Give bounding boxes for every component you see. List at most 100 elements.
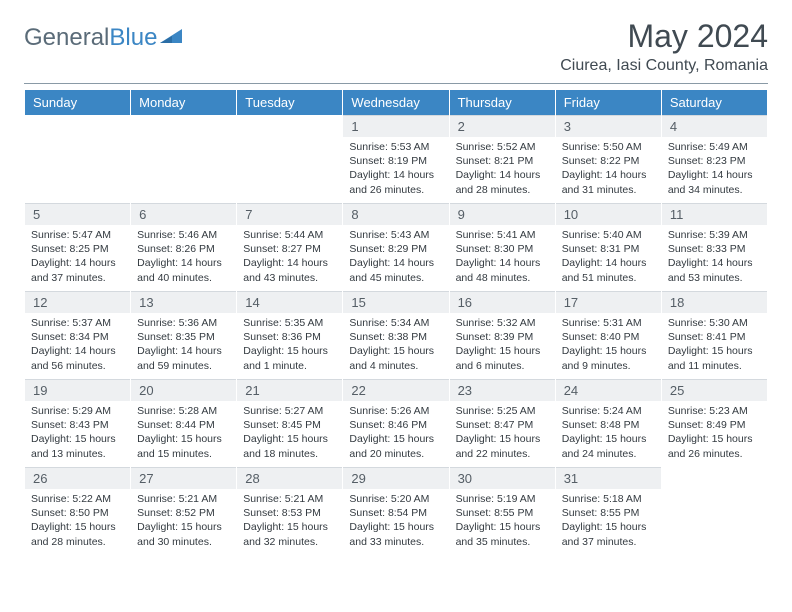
day-details: Sunrise: 5:44 AMSunset: 8:27 PMDaylight:… [237,225,342,285]
day-details: Sunrise: 5:49 AMSunset: 8:23 PMDaylight:… [662,137,767,197]
day-number: 7 [237,203,342,225]
empty-cell [25,115,130,203]
logo-triangle-icon [160,24,182,52]
day-number: 22 [343,379,448,401]
brand-blue-text: Blue [109,24,157,52]
day-cell: 22Sunrise: 5:26 AMSunset: 8:46 PMDayligh… [343,379,448,467]
day-number: 3 [556,115,661,137]
brand-logo: GeneralBlue [24,24,182,52]
day-cell: 24Sunrise: 5:24 AMSunset: 8:48 PMDayligh… [556,379,661,467]
day-number: 26 [25,467,130,489]
day-details: Sunrise: 5:28 AMSunset: 8:44 PMDaylight:… [131,401,236,461]
day-cell: 9Sunrise: 5:41 AMSunset: 8:30 PMDaylight… [450,203,555,291]
day-cell: 7Sunrise: 5:44 AMSunset: 8:27 PMDaylight… [237,203,342,291]
empty-cell [237,115,342,203]
day-details: Sunrise: 5:36 AMSunset: 8:35 PMDaylight:… [131,313,236,373]
day-header: Friday [556,90,661,115]
day-details: Sunrise: 5:37 AMSunset: 8:34 PMDaylight:… [25,313,130,373]
day-cell: 19Sunrise: 5:29 AMSunset: 8:43 PMDayligh… [25,379,130,467]
day-cell: 6Sunrise: 5:46 AMSunset: 8:26 PMDaylight… [131,203,236,291]
brand-gray-text: General [24,24,109,52]
day-details: Sunrise: 5:22 AMSunset: 8:50 PMDaylight:… [25,489,130,549]
day-number: 17 [556,291,661,313]
day-cell: 29Sunrise: 5:20 AMSunset: 8:54 PMDayligh… [343,467,448,555]
header: GeneralBlue May 2024 Ciurea, Iasi County… [24,18,768,75]
day-cell: 30Sunrise: 5:19 AMSunset: 8:55 PMDayligh… [450,467,555,555]
day-number: 5 [25,203,130,225]
day-header: Thursday [450,90,555,115]
day-details: Sunrise: 5:50 AMSunset: 8:22 PMDaylight:… [556,137,661,197]
day-details: Sunrise: 5:24 AMSunset: 8:48 PMDaylight:… [556,401,661,461]
day-cell: 28Sunrise: 5:21 AMSunset: 8:53 PMDayligh… [237,467,342,555]
day-number: 27 [131,467,236,489]
day-number: 23 [450,379,555,401]
day-header: Wednesday [343,90,448,115]
day-cell: 25Sunrise: 5:23 AMSunset: 8:49 PMDayligh… [662,379,767,467]
day-number: 24 [556,379,661,401]
empty-cell [131,115,236,203]
day-details: Sunrise: 5:26 AMSunset: 8:46 PMDaylight:… [343,401,448,461]
day-details: Sunrise: 5:30 AMSunset: 8:41 PMDaylight:… [662,313,767,373]
day-number: 13 [131,291,236,313]
day-number: 14 [237,291,342,313]
day-number: 16 [450,291,555,313]
day-details: Sunrise: 5:47 AMSunset: 8:25 PMDaylight:… [25,225,130,285]
divider [24,83,768,84]
day-cell: 14Sunrise: 5:35 AMSunset: 8:36 PMDayligh… [237,291,342,379]
day-number: 9 [450,203,555,225]
day-number: 21 [237,379,342,401]
day-details: Sunrise: 5:52 AMSunset: 8:21 PMDaylight:… [450,137,555,197]
day-number: 30 [450,467,555,489]
day-details: Sunrise: 5:18 AMSunset: 8:55 PMDaylight:… [556,489,661,549]
day-number: 28 [237,467,342,489]
day-details: Sunrise: 5:31 AMSunset: 8:40 PMDaylight:… [556,313,661,373]
day-number: 2 [450,115,555,137]
day-header: Saturday [662,90,767,115]
day-cell: 21Sunrise: 5:27 AMSunset: 8:45 PMDayligh… [237,379,342,467]
day-details: Sunrise: 5:23 AMSunset: 8:49 PMDaylight:… [662,401,767,461]
day-details: Sunrise: 5:32 AMSunset: 8:39 PMDaylight:… [450,313,555,373]
day-cell: 4Sunrise: 5:49 AMSunset: 8:23 PMDaylight… [662,115,767,203]
day-number: 1 [343,115,448,137]
day-number: 20 [131,379,236,401]
day-cell: 18Sunrise: 5:30 AMSunset: 8:41 PMDayligh… [662,291,767,379]
title-block: May 2024 Ciurea, Iasi County, Romania [560,18,768,75]
day-details: Sunrise: 5:46 AMSunset: 8:26 PMDaylight:… [131,225,236,285]
day-details: Sunrise: 5:21 AMSunset: 8:52 PMDaylight:… [131,489,236,549]
day-cell: 20Sunrise: 5:28 AMSunset: 8:44 PMDayligh… [131,379,236,467]
day-details: Sunrise: 5:19 AMSunset: 8:55 PMDaylight:… [450,489,555,549]
day-cell: 1Sunrise: 5:53 AMSunset: 8:19 PMDaylight… [343,115,448,203]
day-cell: 17Sunrise: 5:31 AMSunset: 8:40 PMDayligh… [556,291,661,379]
day-number: 29 [343,467,448,489]
day-details: Sunrise: 5:43 AMSunset: 8:29 PMDaylight:… [343,225,448,285]
day-cell: 8Sunrise: 5:43 AMSunset: 8:29 PMDaylight… [343,203,448,291]
day-number: 10 [556,203,661,225]
location-text: Ciurea, Iasi County, Romania [560,57,768,75]
day-details: Sunrise: 5:25 AMSunset: 8:47 PMDaylight:… [450,401,555,461]
day-details: Sunrise: 5:34 AMSunset: 8:38 PMDaylight:… [343,313,448,373]
day-number: 19 [25,379,130,401]
day-cell: 16Sunrise: 5:32 AMSunset: 8:39 PMDayligh… [450,291,555,379]
calendar-page: GeneralBlue May 2024 Ciurea, Iasi County… [0,0,792,565]
day-cell: 27Sunrise: 5:21 AMSunset: 8:52 PMDayligh… [131,467,236,555]
day-number: 8 [343,203,448,225]
day-cell: 13Sunrise: 5:36 AMSunset: 8:35 PMDayligh… [131,291,236,379]
day-details: Sunrise: 5:29 AMSunset: 8:43 PMDaylight:… [25,401,130,461]
day-cell: 5Sunrise: 5:47 AMSunset: 8:25 PMDaylight… [25,203,130,291]
day-details: Sunrise: 5:53 AMSunset: 8:19 PMDaylight:… [343,137,448,197]
day-cell: 2Sunrise: 5:52 AMSunset: 8:21 PMDaylight… [450,115,555,203]
day-number: 15 [343,291,448,313]
day-cell: 26Sunrise: 5:22 AMSunset: 8:50 PMDayligh… [25,467,130,555]
day-details: Sunrise: 5:20 AMSunset: 8:54 PMDaylight:… [343,489,448,549]
day-header: Tuesday [237,90,342,115]
day-header: Sunday [25,90,130,115]
day-cell: 15Sunrise: 5:34 AMSunset: 8:38 PMDayligh… [343,291,448,379]
calendar-grid: SundayMondayTuesdayWednesdayThursdayFrid… [24,90,768,555]
day-cell: 11Sunrise: 5:39 AMSunset: 8:33 PMDayligh… [662,203,767,291]
day-number: 12 [25,291,130,313]
day-details: Sunrise: 5:35 AMSunset: 8:36 PMDaylight:… [237,313,342,373]
day-number: 6 [131,203,236,225]
day-details: Sunrise: 5:39 AMSunset: 8:33 PMDaylight:… [662,225,767,285]
day-details: Sunrise: 5:27 AMSunset: 8:45 PMDaylight:… [237,401,342,461]
day-header: Monday [131,90,236,115]
